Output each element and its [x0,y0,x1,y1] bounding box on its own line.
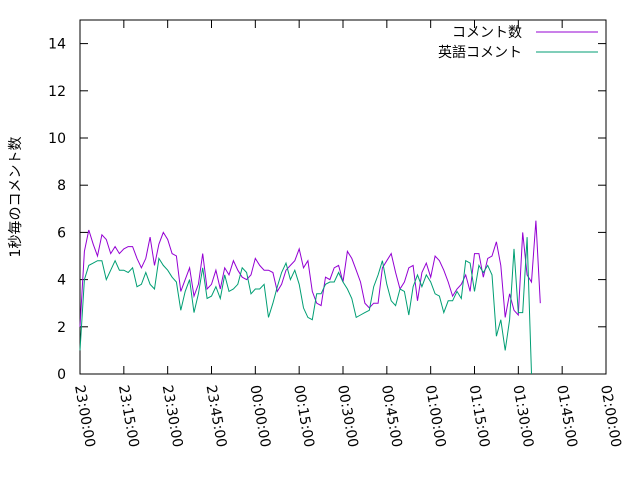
y-axis: 0 2 4 6 8 10 12 14 [48,37,606,383]
x-tick-label: 02:00:00 [597,384,624,449]
y-tick-label: 4 [57,273,66,289]
x-tick-label: 23:15:00 [115,384,142,449]
legend-label-0: コメント数 [452,25,522,41]
x-tick-label: 01:00:00 [422,384,449,449]
legend-label-1: 英語コメント [438,44,522,61]
x-tick-label: 23:30:00 [159,384,186,449]
series-layer [79,220,541,375]
y-tick-label: 6 [57,225,66,241]
x-tick-label: 01:30:00 [509,384,536,449]
plot-frame [79,19,607,375]
x-tick-label: 01:15:00 [466,384,493,449]
y-axis-label: 1秒毎のコメント数 [8,137,24,258]
x-tick-label: 23:00:00 [71,384,98,449]
x-tick-label: 23:45:00 [203,384,230,449]
x-tick-label: 00:00:00 [246,384,273,449]
y-tick-label: 12 [48,84,66,100]
y-tick-label: 2 [57,320,66,336]
x-tick-label: 00:45:00 [378,384,405,449]
y-tick-label: 14 [48,37,66,53]
x-tick-label: 00:30:00 [334,384,361,449]
x-tick-label: 01:45:00 [553,384,580,449]
x-axis: 23:00:00 23:15:00 23:30:00 23:45:00 00:00:00… [71,20,624,449]
y-tick-label: 10 [48,131,66,147]
y-tick-label: 0 [57,367,66,383]
legend: コメント数 英語コメント [438,25,598,61]
series-line-1 [79,237,532,375]
y-tick-label: 8 [57,178,66,194]
x-tick-label: 00:15:00 [290,384,317,449]
